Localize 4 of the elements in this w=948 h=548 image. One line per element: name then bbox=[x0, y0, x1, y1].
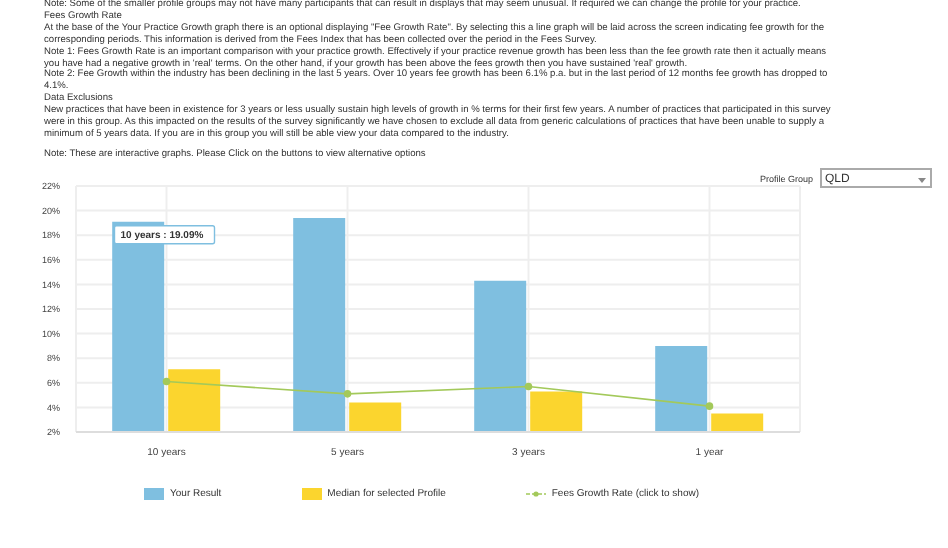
point bbox=[162, 377, 171, 386]
point bbox=[524, 382, 533, 391]
point bbox=[705, 402, 714, 410]
point bbox=[343, 390, 352, 398]
